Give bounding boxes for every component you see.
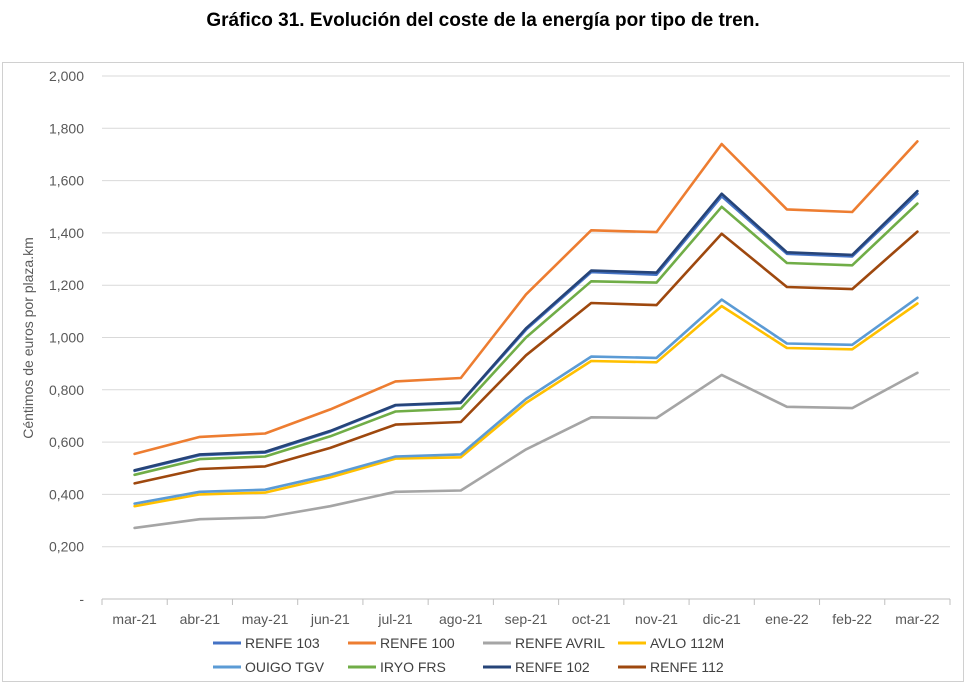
y-tick-label-10: 2,000 — [49, 68, 84, 84]
legend-label-ouigo-tgv: OUIGO TGV — [245, 659, 325, 675]
legend-label-renfe-102: RENFE 102 — [515, 659, 590, 675]
y-tick-label-3: 0,600 — [49, 434, 84, 450]
series-line-renfe-103 — [133, 192, 919, 473]
y-tick-label-0: - — [79, 591, 84, 607]
y-tick-label-5: 1,000 — [49, 330, 84, 346]
legend: RENFE 103 RENFE 100 RENFE AVRIL AVLO 112M OU… — [213, 635, 724, 675]
x-tick-label-nov-21: nov-21 — [635, 611, 678, 627]
x-tick-label-ene-22: ene-22 — [765, 611, 809, 627]
x-tick-label-dic-21: dic-21 — [703, 611, 741, 627]
y-axis-ticks: - 0,200 0,400 0,600 0,800 1,000 1,200 1,400 1,60… — [49, 68, 84, 607]
chart-frame — [2, 62, 964, 682]
x-tick-label-mar-21: mar-21 — [112, 611, 157, 627]
x-axis — [101, 598, 951, 605]
y-axis-label: Céntimos de euros por plaza.km — [20, 237, 36, 439]
series-line-renfe-100 — [133, 140, 919, 456]
y-tick-label-1: 0,200 — [49, 539, 84, 555]
legend-label-renfe-100: RENFE 100 — [380, 635, 455, 651]
series-line-avlo-112m — [133, 302, 919, 508]
legend-label-renfe-103: RENFE 103 — [245, 635, 320, 651]
y-tick-label-4: 0,800 — [49, 382, 84, 398]
x-tick-label-abr-21: abr-21 — [180, 611, 221, 627]
series-lines — [133, 140, 919, 530]
legend-label-renfe-avril: RENFE AVRIL — [515, 635, 605, 651]
chart-title: Gráfico 31. Evolución del coste de la en… — [206, 10, 760, 31]
series-line-renfe-112 — [133, 230, 919, 485]
gridlines — [102, 75, 950, 548]
x-tick-label-oct-21: oct-21 — [572, 611, 611, 627]
x-tick-label-ago-21: ago-21 — [439, 611, 483, 627]
x-tick-label-jul-21: jul-21 — [377, 611, 412, 627]
y-tick-label-6: 1,200 — [49, 277, 84, 293]
x-tick-label-may-21: may-21 — [242, 611, 289, 627]
legend-label-iryo-frs: IRYO FRS — [380, 659, 446, 675]
y-tick-label-7: 1,400 — [49, 225, 84, 241]
legend-label-avlo-112m: AVLO 112M — [650, 635, 724, 651]
x-tick-label-mar-22: mar-22 — [895, 611, 940, 627]
x-tick-label-feb-22: feb-22 — [832, 611, 872, 627]
series-line-ouigo-tgv — [133, 296, 919, 505]
series-line-renfe-avril — [133, 371, 919, 530]
series-line-iryo-frs — [133, 202, 919, 477]
x-axis-ticks: mar-21 abr-21 may-21 jun-21 jul-21 ago-21 sep-… — [112, 611, 939, 627]
legend-label-renfe-112: RENFE 112 — [650, 659, 724, 675]
y-tick-label-9: 1,800 — [49, 120, 84, 136]
x-tick-label-sep-21: sep-21 — [505, 611, 548, 627]
y-tick-label-2: 0,400 — [49, 486, 84, 502]
x-tick-label-jun-21: jun-21 — [310, 611, 350, 627]
y-tick-label-8: 1,600 — [49, 173, 84, 189]
series-line-renfe-102 — [133, 189, 919, 472]
